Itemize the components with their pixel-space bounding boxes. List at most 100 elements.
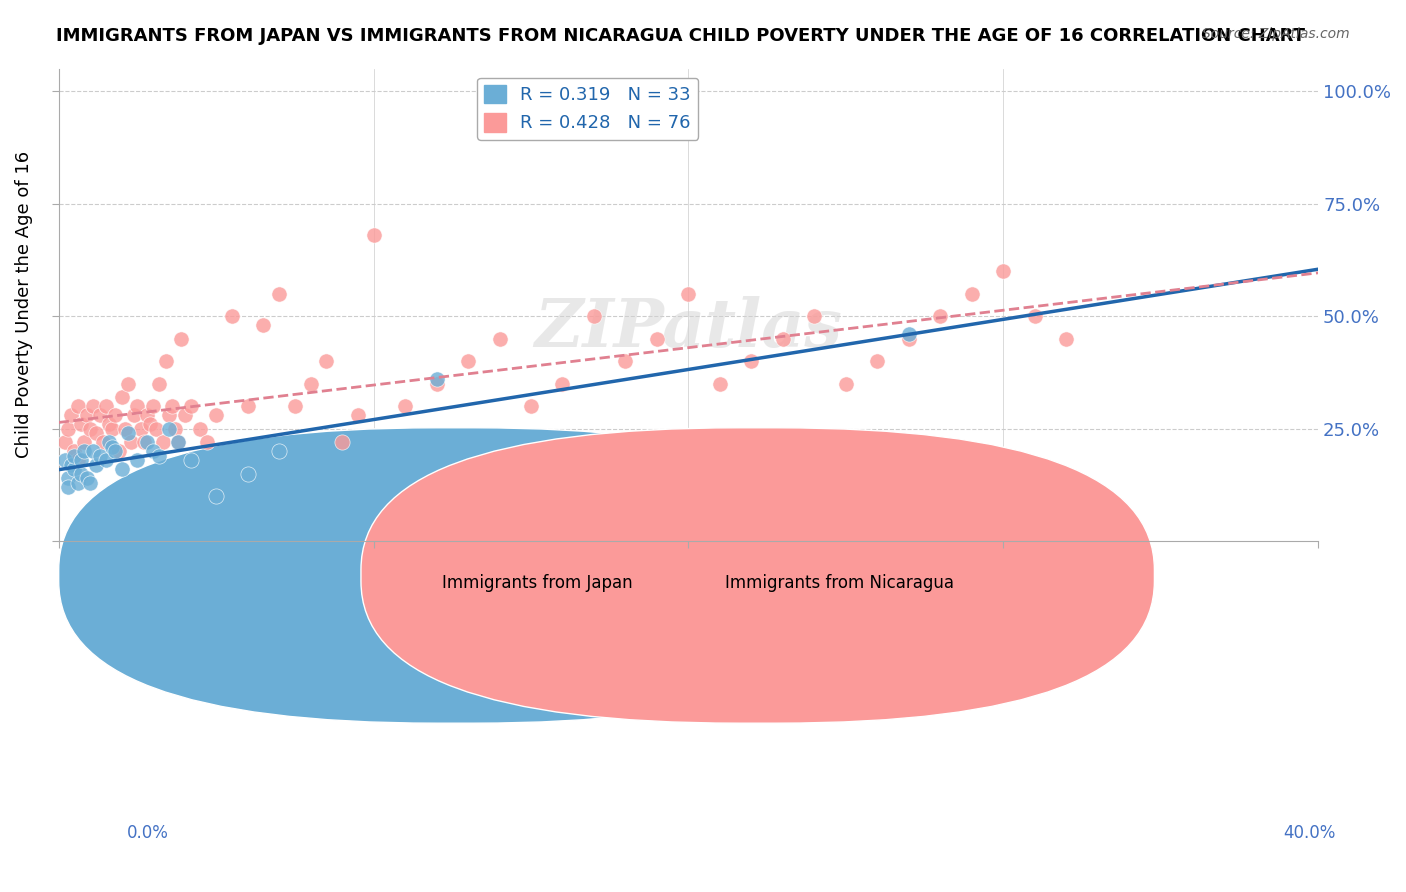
Point xyxy=(167,435,190,450)
Point xyxy=(66,453,89,467)
Point xyxy=(709,376,731,391)
Point xyxy=(835,376,858,391)
Point xyxy=(111,462,134,476)
Point xyxy=(1054,332,1077,346)
Point xyxy=(79,422,101,436)
Point xyxy=(645,332,668,346)
Point xyxy=(425,376,447,391)
Point xyxy=(346,408,368,422)
Point xyxy=(135,408,157,422)
Point xyxy=(993,264,1015,278)
Point xyxy=(73,435,96,450)
Point xyxy=(205,489,228,503)
Point xyxy=(363,228,385,243)
Point xyxy=(269,286,291,301)
Point xyxy=(63,462,86,476)
Point xyxy=(135,435,157,450)
Point xyxy=(315,354,337,368)
Point xyxy=(180,399,202,413)
Legend: R = 0.319   N = 33, R = 0.428   N = 76: R = 0.319 N = 33, R = 0.428 N = 76 xyxy=(477,78,699,140)
Point xyxy=(127,453,149,467)
Point xyxy=(614,354,637,368)
Point xyxy=(152,435,174,450)
Point xyxy=(89,408,111,422)
Point xyxy=(252,318,274,332)
Point xyxy=(221,309,243,323)
Point xyxy=(127,399,149,413)
Point xyxy=(91,435,114,450)
Y-axis label: Child Poverty Under the Age of 16: Child Poverty Under the Age of 16 xyxy=(15,152,32,458)
Point xyxy=(98,417,121,432)
FancyBboxPatch shape xyxy=(59,428,852,723)
FancyBboxPatch shape xyxy=(361,428,1154,723)
Point xyxy=(190,422,212,436)
Point xyxy=(236,399,259,413)
Point xyxy=(101,422,124,436)
Point xyxy=(195,435,218,450)
Point xyxy=(66,399,89,413)
Point xyxy=(803,309,825,323)
Point xyxy=(425,372,447,386)
Point xyxy=(148,449,170,463)
Text: IMMIGRANTS FROM JAPAN VS IMMIGRANTS FROM NICARAGUA CHILD POVERTY UNDER THE AGE O: IMMIGRANTS FROM JAPAN VS IMMIGRANTS FROM… xyxy=(56,27,1305,45)
Point xyxy=(82,399,104,413)
Point xyxy=(145,422,167,436)
Point xyxy=(772,332,794,346)
Point xyxy=(897,332,920,346)
Point xyxy=(148,376,170,391)
Point xyxy=(104,444,127,458)
Point xyxy=(101,440,124,454)
Point xyxy=(929,309,952,323)
Point xyxy=(457,354,479,368)
Point xyxy=(104,408,127,422)
Point xyxy=(94,399,117,413)
Point xyxy=(63,444,86,458)
Point xyxy=(129,422,152,436)
Point xyxy=(117,426,139,441)
Point xyxy=(66,475,89,490)
Point xyxy=(269,444,291,458)
Point xyxy=(142,444,165,458)
Point xyxy=(86,426,108,441)
Point xyxy=(866,354,889,368)
Point xyxy=(98,435,121,450)
Text: Immigrants from Japan: Immigrants from Japan xyxy=(441,574,633,592)
Point xyxy=(165,422,187,436)
Point xyxy=(180,453,202,467)
Point xyxy=(56,480,79,494)
Point xyxy=(117,376,139,391)
Point xyxy=(69,417,91,432)
Point xyxy=(299,376,322,391)
Point xyxy=(155,354,177,368)
Point xyxy=(56,422,79,436)
Point xyxy=(284,399,307,413)
Point xyxy=(69,453,91,467)
Point xyxy=(236,467,259,481)
Point xyxy=(53,435,76,450)
Point xyxy=(76,471,98,485)
Point xyxy=(63,449,86,463)
Point xyxy=(86,458,108,472)
Point xyxy=(53,453,76,467)
Point xyxy=(157,422,180,436)
Point xyxy=(740,354,762,368)
Point xyxy=(120,435,142,450)
Text: ZIPatlas: ZIPatlas xyxy=(534,296,842,361)
Point xyxy=(122,408,145,422)
Point xyxy=(167,435,190,450)
Point xyxy=(488,332,510,346)
Point xyxy=(107,444,129,458)
Point xyxy=(139,417,162,432)
Point xyxy=(73,444,96,458)
Point xyxy=(56,471,79,485)
Point xyxy=(678,286,700,301)
Text: 0.0%: 0.0% xyxy=(127,824,169,842)
Point xyxy=(79,475,101,490)
Point xyxy=(60,458,83,472)
Text: 40.0%: 40.0% xyxy=(1284,824,1336,842)
Point xyxy=(94,453,117,467)
Point xyxy=(582,309,605,323)
Point xyxy=(330,435,353,450)
Point xyxy=(394,399,416,413)
Point xyxy=(69,467,91,481)
